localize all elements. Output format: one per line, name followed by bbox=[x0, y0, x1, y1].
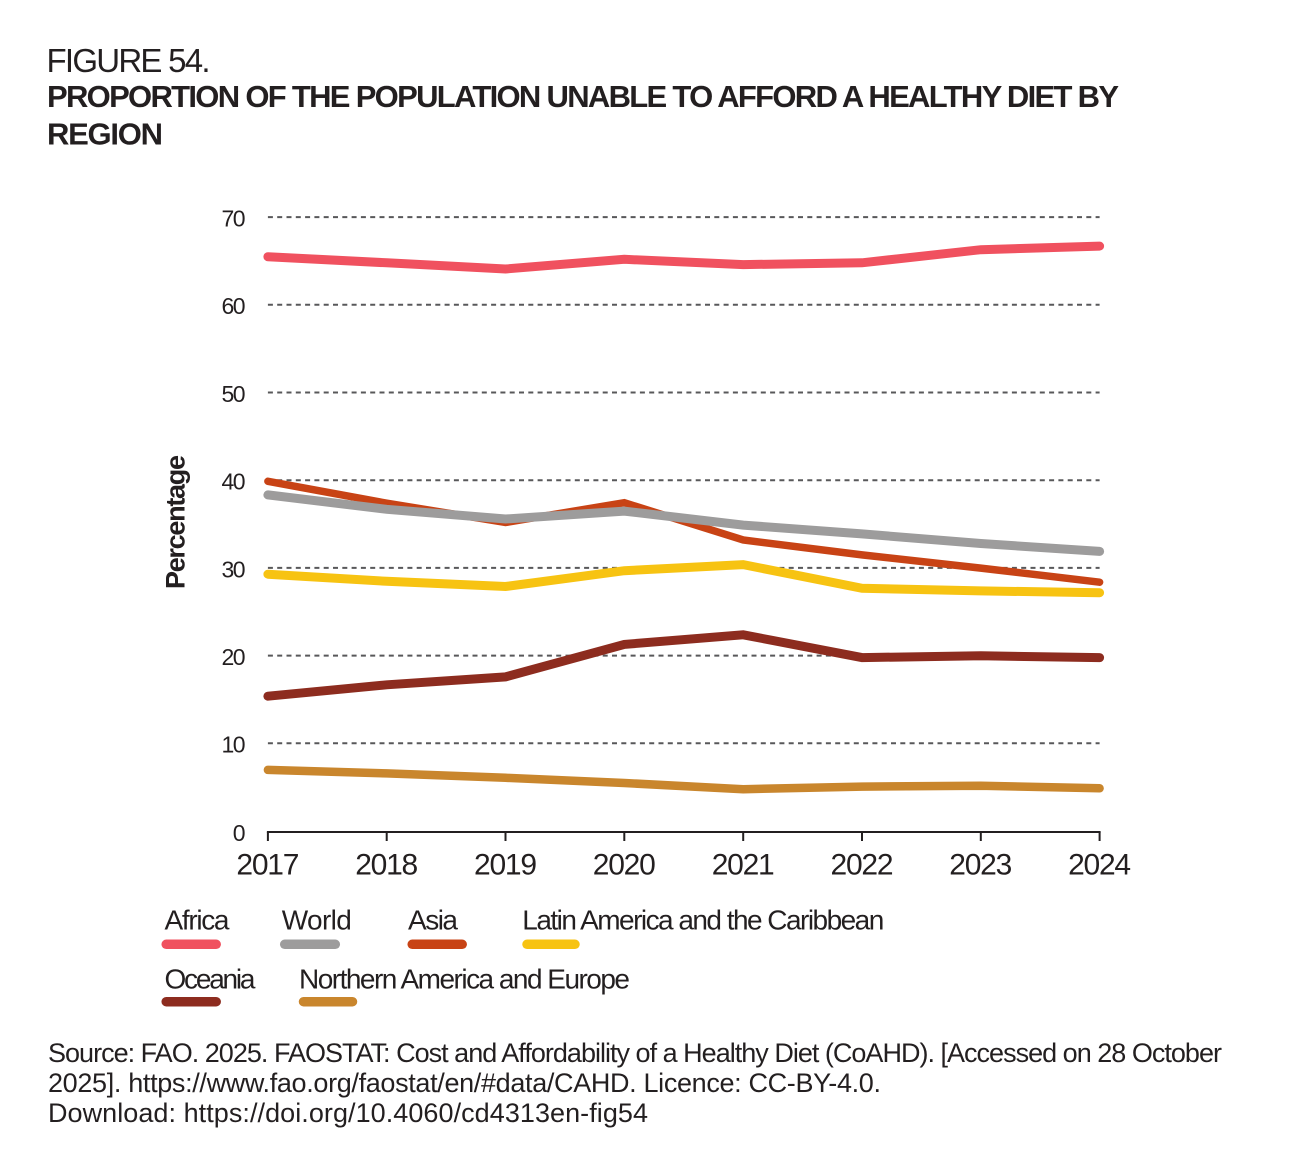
svg-text:2021: 2021 bbox=[712, 849, 775, 882]
svg-text:2023: 2023 bbox=[949, 849, 1012, 882]
svg-text:Source: FAO. 2025. FAOSTAT: Co: Source: FAO. 2025. FAOSTAT: Cost and Aff… bbox=[48, 1038, 1222, 1068]
svg-text:40: 40 bbox=[222, 469, 246, 495]
svg-text:2019: 2019 bbox=[474, 849, 537, 882]
svg-text:2020: 2020 bbox=[593, 849, 656, 882]
svg-text:60: 60 bbox=[222, 293, 246, 319]
svg-text:Latin America and the Caribbea: Latin America and the Caribbean bbox=[522, 904, 884, 935]
svg-text:2024: 2024 bbox=[1068, 849, 1131, 882]
svg-text:Africa: Africa bbox=[165, 904, 230, 935]
svg-text:World: World bbox=[282, 904, 352, 935]
svg-text:Asia: Asia bbox=[408, 904, 458, 935]
svg-text:REGION: REGION bbox=[47, 117, 163, 152]
svg-text:20: 20 bbox=[222, 644, 246, 670]
svg-text:Percentage: Percentage bbox=[161, 455, 191, 589]
svg-text:Oceania: Oceania bbox=[165, 964, 256, 995]
svg-text:2018: 2018 bbox=[355, 849, 418, 882]
svg-text:0: 0 bbox=[233, 820, 246, 846]
svg-text:30: 30 bbox=[222, 556, 246, 582]
svg-text:50: 50 bbox=[222, 381, 246, 407]
svg-text:PROPORTION OF THE POPULATION U: PROPORTION OF THE POPULATION UNABLE TO A… bbox=[47, 79, 1119, 114]
svg-text:Northern America and Europe: Northern America and Europe bbox=[299, 964, 630, 995]
svg-text:10: 10 bbox=[222, 732, 246, 758]
svg-text:2025]. https://www.fao.org/fao: 2025]. https://www.fao.org/faostat/en/#d… bbox=[48, 1068, 881, 1098]
svg-text:Download: https://doi.org/10.4: Download: https://doi.org/10.4060/cd4313… bbox=[48, 1098, 648, 1128]
svg-text:FIGURE 54.: FIGURE 54. bbox=[47, 42, 211, 79]
svg-text:2017: 2017 bbox=[236, 849, 299, 882]
svg-text:70: 70 bbox=[222, 206, 246, 232]
svg-text:2022: 2022 bbox=[831, 849, 894, 882]
